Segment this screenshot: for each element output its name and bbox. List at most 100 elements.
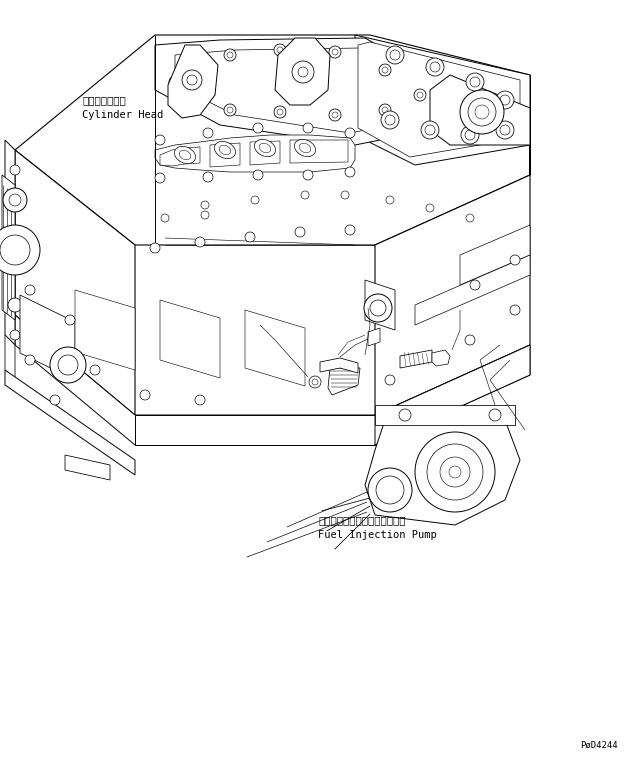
Polygon shape [400, 350, 432, 368]
Circle shape [277, 109, 283, 115]
Circle shape [245, 232, 255, 242]
Circle shape [253, 123, 263, 133]
Ellipse shape [179, 150, 190, 159]
Circle shape [227, 107, 233, 113]
Circle shape [332, 49, 338, 55]
Polygon shape [210, 143, 240, 167]
Circle shape [370, 300, 386, 316]
Circle shape [426, 58, 444, 76]
Circle shape [461, 126, 479, 144]
Circle shape [386, 196, 394, 204]
Circle shape [201, 201, 209, 209]
Circle shape [9, 194, 21, 206]
Circle shape [150, 243, 160, 253]
Polygon shape [135, 415, 375, 445]
Circle shape [155, 173, 165, 183]
Circle shape [172, 79, 178, 85]
Circle shape [25, 285, 35, 295]
Circle shape [510, 305, 520, 315]
Circle shape [427, 444, 483, 500]
Circle shape [10, 165, 20, 175]
Circle shape [382, 67, 388, 73]
Circle shape [470, 280, 480, 290]
Circle shape [203, 172, 213, 182]
Circle shape [465, 130, 475, 140]
Circle shape [0, 225, 40, 275]
Circle shape [379, 104, 391, 116]
Polygon shape [275, 38, 330, 105]
Circle shape [500, 125, 510, 135]
Polygon shape [5, 335, 15, 380]
Circle shape [385, 115, 395, 125]
Circle shape [224, 104, 236, 116]
Polygon shape [5, 140, 15, 345]
Circle shape [169, 76, 181, 88]
Polygon shape [245, 310, 305, 386]
Text: PøD4244: PøD4244 [580, 741, 618, 749]
Circle shape [379, 64, 391, 76]
Circle shape [298, 67, 308, 77]
Text: シリンダヘッド: シリンダヘッド [82, 95, 126, 105]
Circle shape [312, 379, 318, 385]
Polygon shape [15, 35, 530, 245]
Circle shape [50, 395, 60, 405]
Circle shape [332, 112, 338, 118]
Polygon shape [355, 35, 530, 165]
Polygon shape [155, 38, 430, 145]
Circle shape [466, 214, 474, 222]
Polygon shape [2, 175, 15, 320]
Circle shape [496, 121, 514, 139]
Polygon shape [358, 42, 520, 157]
Circle shape [415, 432, 495, 512]
Circle shape [301, 191, 309, 199]
Circle shape [227, 52, 233, 58]
Circle shape [10, 330, 20, 340]
Circle shape [58, 355, 78, 375]
Circle shape [292, 61, 314, 83]
Circle shape [496, 91, 514, 109]
Circle shape [399, 409, 411, 421]
Circle shape [341, 191, 349, 199]
Ellipse shape [215, 141, 236, 159]
Polygon shape [368, 328, 380, 346]
Circle shape [345, 225, 355, 235]
Polygon shape [375, 405, 515, 425]
Polygon shape [432, 350, 450, 366]
Polygon shape [320, 358, 358, 373]
Circle shape [385, 375, 395, 385]
Circle shape [329, 109, 341, 121]
Circle shape [25, 355, 35, 365]
Ellipse shape [219, 145, 231, 155]
Circle shape [140, 390, 150, 400]
Circle shape [274, 106, 286, 118]
Polygon shape [155, 135, 355, 172]
Circle shape [475, 105, 489, 119]
Circle shape [417, 92, 423, 98]
Circle shape [425, 125, 435, 135]
Polygon shape [290, 140, 348, 163]
Circle shape [421, 121, 439, 139]
Circle shape [277, 47, 283, 53]
Circle shape [90, 365, 100, 375]
Circle shape [224, 49, 236, 61]
Polygon shape [160, 300, 220, 378]
Circle shape [382, 107, 388, 113]
Circle shape [155, 135, 165, 145]
Polygon shape [20, 295, 75, 380]
Ellipse shape [259, 143, 271, 153]
Polygon shape [375, 75, 530, 415]
Polygon shape [365, 280, 395, 330]
Circle shape [8, 298, 22, 312]
Circle shape [449, 466, 461, 478]
Circle shape [295, 227, 305, 237]
Circle shape [381, 111, 399, 129]
Polygon shape [375, 345, 530, 445]
Ellipse shape [299, 143, 311, 153]
Circle shape [345, 128, 355, 138]
Polygon shape [65, 455, 110, 480]
Circle shape [161, 214, 169, 222]
Circle shape [50, 347, 86, 383]
Circle shape [364, 294, 392, 322]
Circle shape [390, 50, 400, 60]
Circle shape [368, 468, 412, 512]
